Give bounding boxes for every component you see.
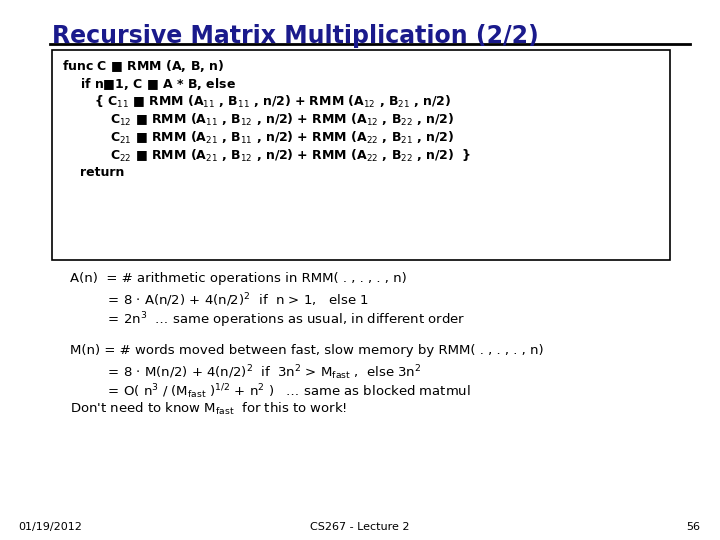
- Text: = O( n$^{3}$ / (M$_{\mathregular{fast}}$ )$^{1/2}$ + n$^{2}$ )   $\ldots$ same a: = O( n$^{3}$ / (M$_{\mathregular{fast}}$…: [70, 382, 471, 401]
- Text: CS267 - Lecture 2: CS267 - Lecture 2: [310, 522, 410, 532]
- Text: M(n) = # words moved between fast, slow memory by RMM( . , . , . , n): M(n) = # words moved between fast, slow …: [70, 344, 544, 357]
- FancyBboxPatch shape: [52, 50, 670, 260]
- Text: C$_{12}$ $\blacksquare$ RMM (A$_{11}$ , B$_{12}$ , n/2) + RMM (A$_{12}$ , B$_{22: C$_{12}$ $\blacksquare$ RMM (A$_{11}$ , …: [110, 112, 454, 128]
- Text: Don't need to know M$_{\mathregular{fast}}$  for this to work!: Don't need to know M$_{\mathregular{fast…: [70, 401, 347, 417]
- Text: func C $\blacksquare$ RMM (A, B, n): func C $\blacksquare$ RMM (A, B, n): [62, 58, 225, 74]
- Text: Recursive Matrix Multiplication (2/2): Recursive Matrix Multiplication (2/2): [52, 24, 539, 48]
- Text: { C$_{11}$ $\blacksquare$ RMM (A$_{11}$ , B$_{11}$ , n/2) + RMM (A$_{12}$ , B$_{: { C$_{11}$ $\blacksquare$ RMM (A$_{11}$ …: [94, 94, 451, 110]
- Text: 01/19/2012: 01/19/2012: [18, 522, 82, 532]
- Text: A(n)  = # arithmetic operations in RMM( . , . , . , n): A(n) = # arithmetic operations in RMM( .…: [70, 272, 407, 285]
- Text: = 8 $\cdot$ A(n/2) + 4(n/2)$^{2}$  if  n > 1,   else 1: = 8 $\cdot$ A(n/2) + 4(n/2)$^{2}$ if n >…: [70, 291, 369, 308]
- Text: = 8 $\cdot$ M(n/2) + 4(n/2)$^{2}$  if  3n$^{2}$ > M$_{\mathregular{fast}}$ ,  el: = 8 $\cdot$ M(n/2) + 4(n/2)$^{2}$ if 3n$…: [70, 363, 421, 382]
- Text: return: return: [80, 166, 125, 179]
- Text: C$_{22}$ $\blacksquare$ RMM (A$_{21}$ , B$_{12}$ , n/2) + RMM (A$_{22}$ , B$_{22: C$_{22}$ $\blacksquare$ RMM (A$_{21}$ , …: [110, 148, 471, 164]
- Text: C$_{21}$ $\blacksquare$ RMM (A$_{21}$ , B$_{11}$ , n/2) + RMM (A$_{22}$ , B$_{21: C$_{21}$ $\blacksquare$ RMM (A$_{21}$ , …: [110, 130, 454, 146]
- Text: if n$\blacksquare$1, C $\blacksquare$ A * B, else: if n$\blacksquare$1, C $\blacksquare$ A …: [80, 76, 236, 92]
- Text: 56: 56: [686, 522, 700, 532]
- Text: = 2n$^{3}$  $\ldots$ same operations as usual, in different order: = 2n$^{3}$ $\ldots$ same operations as u…: [70, 310, 465, 329]
